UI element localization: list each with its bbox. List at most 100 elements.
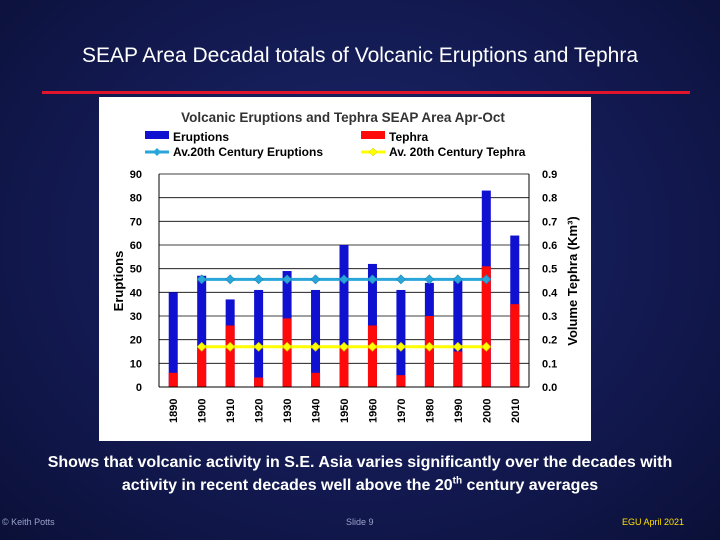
legend-label-tephra: Tephra [389, 130, 428, 144]
legend-label-avg-eruptions: Av.20th Century Eruptions [173, 145, 323, 159]
tephra-bar [197, 346, 207, 387]
y-tick-label: 30 [130, 311, 142, 323]
y-axis-label: Eruptions [111, 251, 126, 312]
slide-caption: Shows that volcanic activity in S.E. Asi… [0, 451, 720, 497]
x-tick-label: 2000 [481, 399, 493, 423]
footer-copyright: © Keith Potts [2, 517, 55, 527]
avg-eruptions-marker [367, 274, 378, 285]
footer-event: EGU April 2021 [622, 517, 685, 527]
avg-eruptions-marker [310, 274, 321, 285]
avg-tephra-marker [424, 341, 435, 352]
y-tick-label: 60 [130, 240, 142, 252]
avg-eruptions-marker [424, 274, 435, 285]
avg-eruptions-marker [452, 274, 463, 285]
legend-label-eruptions: Eruptions [173, 130, 229, 144]
eruptions-bar [254, 289, 264, 387]
tephra-bar [396, 375, 406, 387]
y2-tick-label: 0.9 [542, 169, 557, 181]
x-tick-label: 1910 [225, 399, 237, 423]
chart-title: Volcanic Eruptions and Tephra SEAP Area … [181, 110, 505, 125]
y-tick-label: 80 [130, 193, 142, 205]
avg-eruptions-marker [339, 274, 349, 285]
avg-tephra-marker [253, 341, 264, 352]
y-tick-label: 50 [130, 264, 142, 276]
x-tick-label: 1980 [424, 399, 436, 423]
avg-tephra-marker [481, 341, 492, 352]
chart-legend: Eruptions Tephra Av.20th Century Eruptio… [145, 130, 526, 159]
legend-swatch-tephra [361, 131, 385, 139]
y2-tick-label: 0.6 [542, 240, 557, 252]
x-tick-label: 1890 [168, 399, 180, 423]
tephra-bar [311, 372, 321, 387]
eruptions-bar [453, 278, 463, 387]
avg-eruptions-marker [282, 274, 293, 285]
y2-tick-label: 0.8 [542, 193, 557, 205]
x-tick-label: 2010 [510, 399, 522, 423]
avg-eruptions-marker [253, 274, 264, 285]
y-tick-label: 10 [130, 358, 142, 370]
avg-tephra-marker [452, 341, 463, 352]
y2-tick-label: 0.3 [542, 311, 557, 323]
y-tick-label: 40 [130, 287, 142, 299]
footer-slide-number: Slide 9 [346, 517, 374, 527]
y2-tick-label: 0.1 [542, 358, 557, 370]
eruptions-bar [396, 289, 406, 387]
tephra-bar [453, 351, 463, 387]
eruptions-tephra-chart: Volcanic Eruptions and Tephra SEAP Area … [111, 110, 580, 423]
eruptions-bar [339, 245, 349, 387]
y2-tick-label: 0.5 [542, 264, 557, 276]
chart-average-lines [196, 274, 492, 352]
y2-tick-label: 0.0 [542, 382, 557, 394]
tephra-bar [282, 318, 292, 387]
y2-tick-label: 0.2 [542, 335, 557, 347]
y2-tick-label: 0.4 [542, 287, 558, 299]
avg-tephra-marker [367, 341, 378, 352]
x-tick-label: 1900 [197, 399, 209, 423]
x-tick-label: 1930 [282, 399, 294, 423]
avg-tephra-marker [339, 341, 349, 352]
y-tick-label: 0 [136, 382, 142, 394]
y-tick-label: 70 [130, 216, 142, 228]
caption-superscript: th [452, 475, 463, 487]
tephra-bar [168, 372, 178, 387]
caption-line-1: Shows that volcanic activity in S.E. Asi… [47, 454, 673, 471]
avg-tephra-marker [196, 341, 207, 352]
caption-line-2-start: activity in recent decades well above th… [121, 477, 453, 494]
eruptions-bar [168, 292, 178, 387]
avg-tephra-marker [310, 341, 321, 352]
x-tick-label: 1990 [453, 399, 465, 423]
chart-axes: 0 0.0 10 0.1 20 0.2 30 0.3 40 0.4 50 0.5 60 0.6 70 0.7 8… [130, 169, 558, 423]
x-tick-label: 1920 [254, 399, 266, 423]
title-divider [42, 91, 690, 94]
avg-tephra-marker [282, 341, 293, 352]
legend-marker-avg-eruptions [153, 148, 161, 156]
chart-panel: Volcanic Eruptions and Tephra SEAP Area … [99, 97, 591, 441]
x-tick-label: 1950 [339, 399, 351, 423]
x-tick-label: 1960 [367, 399, 379, 423]
avg-eruptions-marker [395, 274, 406, 285]
avg-eruptions-marker [196, 274, 207, 285]
tephra-bar [510, 304, 520, 387]
y-tick-label: 20 [130, 335, 142, 347]
eruptions-bar [311, 289, 321, 387]
avg-eruptions-marker [481, 274, 492, 285]
tephra-bar [481, 266, 491, 387]
x-tick-label: 1970 [396, 399, 408, 423]
eruptions-bar [197, 275, 207, 387]
caption-line-2-end: century averages [462, 477, 599, 494]
tephra-bar [339, 346, 349, 387]
avg-eruptions-marker [225, 274, 236, 285]
legend-label-avg-tephra: Av. 20th Century Tephra [389, 145, 526, 159]
avg-tephra-marker [395, 341, 406, 352]
avg-tephra-marker [225, 341, 236, 352]
slide-title: SEAP Area Decadal totals of Volcanic Eru… [81, 44, 639, 67]
y2-axis-label: Volume Tephra (Km³) [565, 216, 580, 346]
legend-swatch-eruptions [145, 131, 169, 139]
y-tick-label: 90 [130, 169, 142, 181]
x-tick-label: 1940 [311, 399, 323, 423]
y2-tick-label: 0.7 [542, 216, 557, 228]
tephra-bar [254, 377, 264, 387]
tephra-bar [367, 325, 377, 387]
caption-line-2: activity in recent decades well above th… [0, 474, 720, 497]
tephra-bar [225, 325, 235, 387]
